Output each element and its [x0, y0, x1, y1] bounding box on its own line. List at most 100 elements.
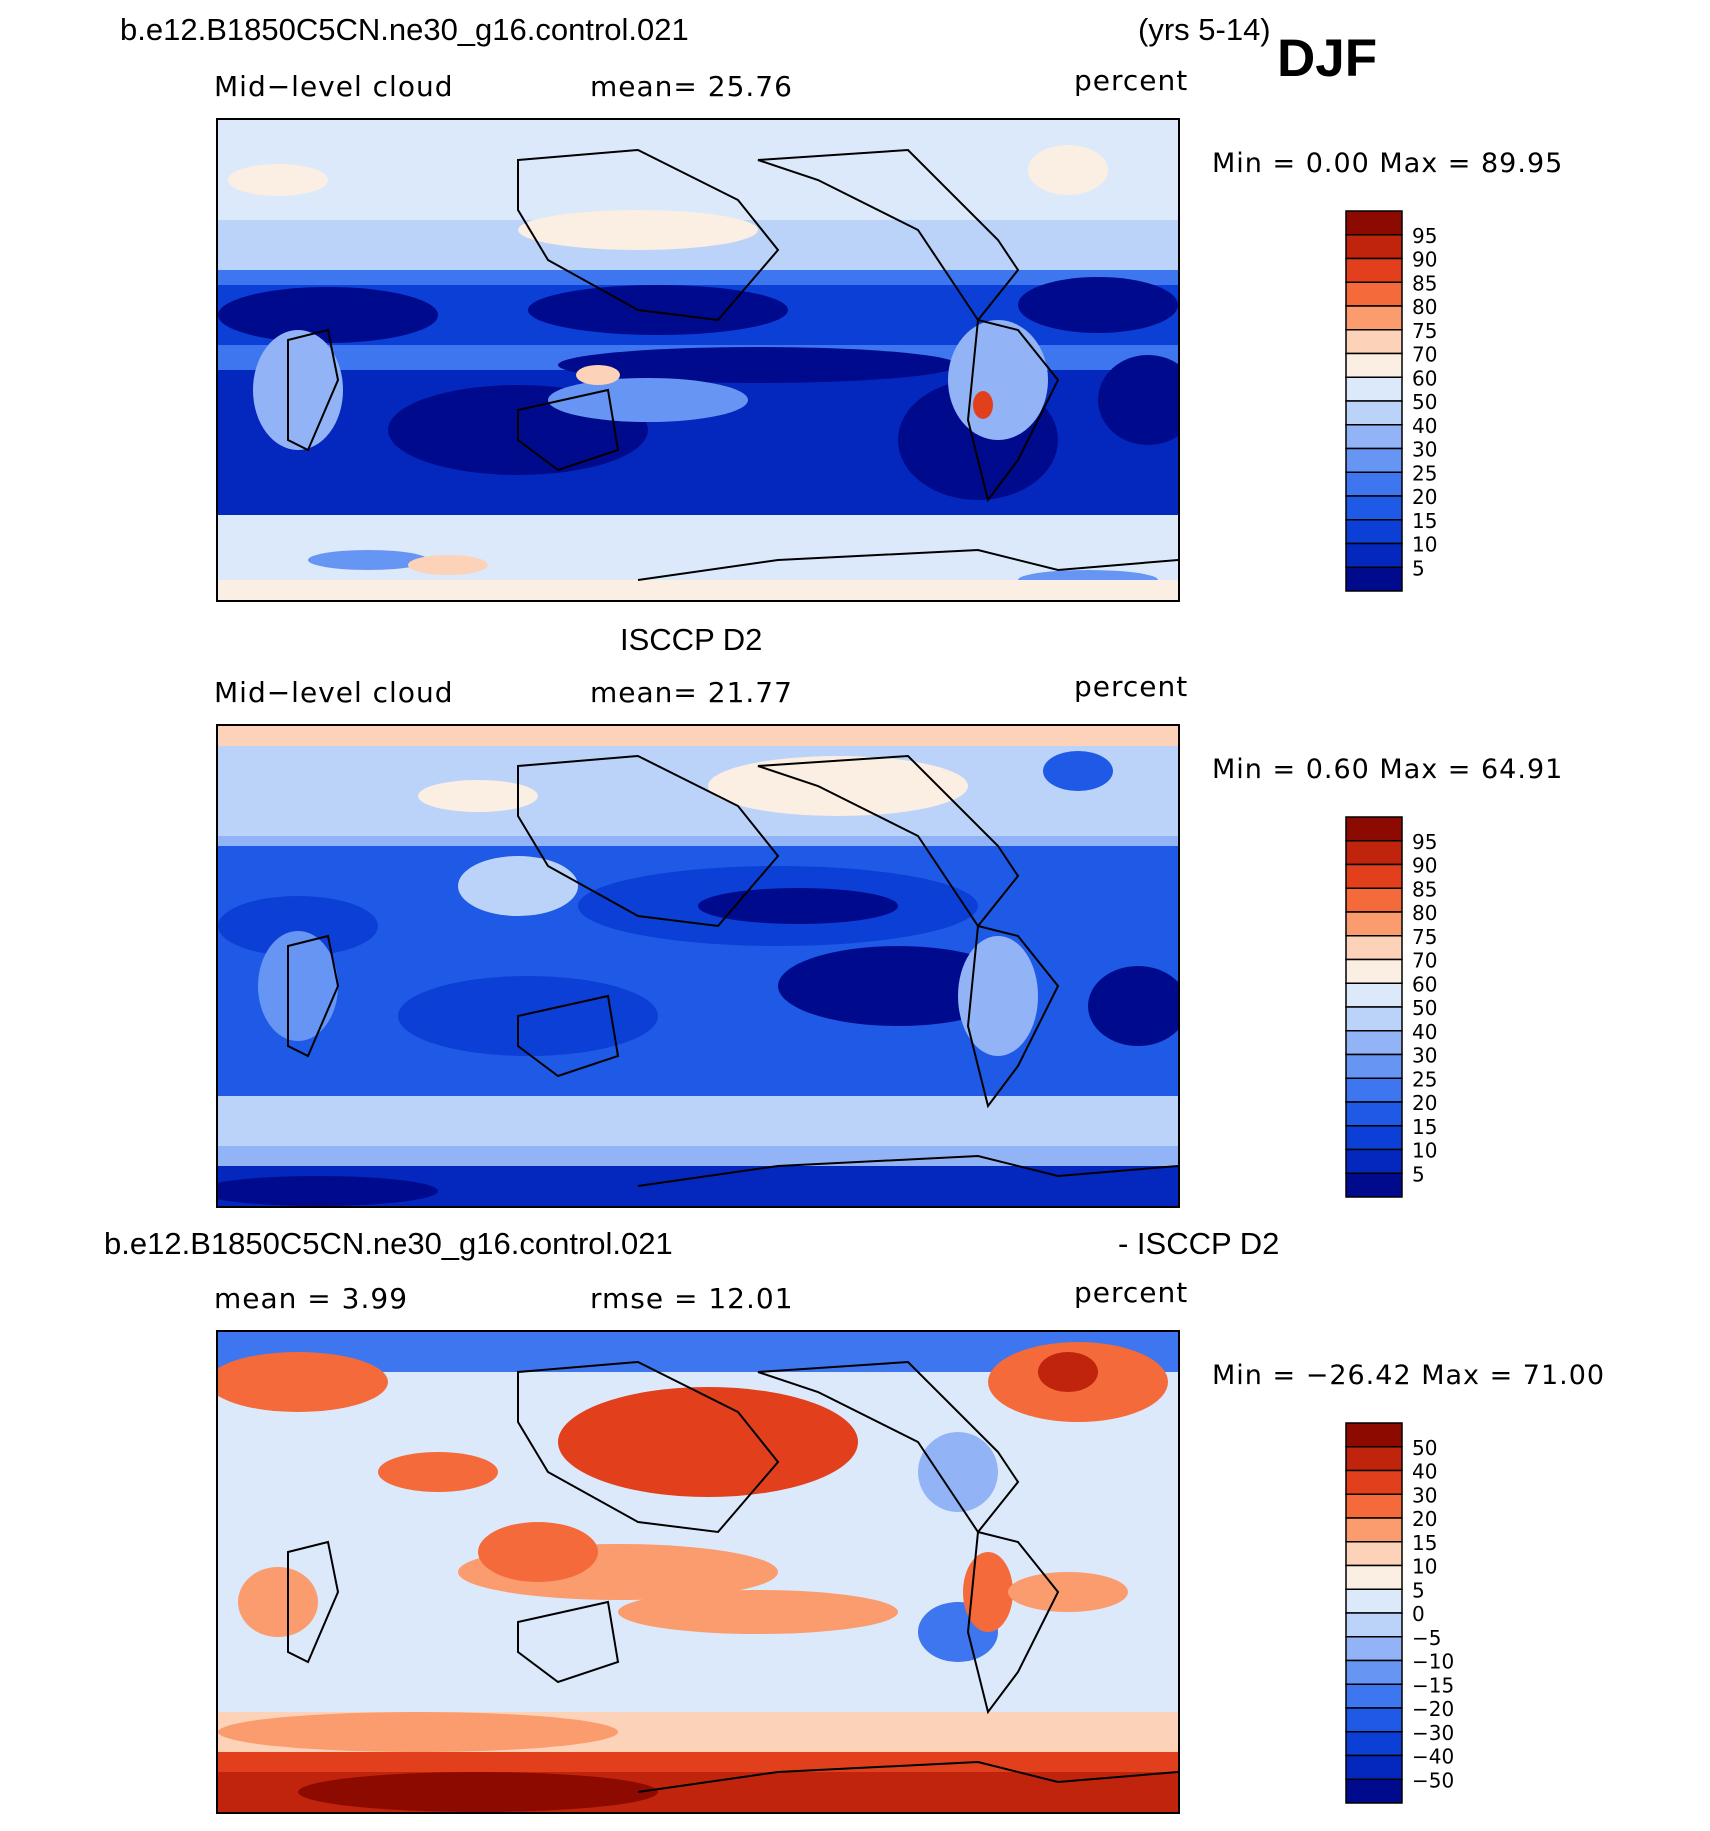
- colorbar-swatch: [1345, 519, 1403, 545]
- colorbar-swatch: [1345, 1778, 1403, 1804]
- colorbar-swatch: [1345, 1612, 1403, 1638]
- years-label: (yrs 5-14): [1138, 12, 1271, 47]
- colorbar-swatch: [1345, 1636, 1403, 1662]
- colorbar-tick-label: −10: [1412, 1650, 1454, 1674]
- colorbar-swatch: [1345, 234, 1403, 260]
- colorbar-swatch: [1345, 911, 1403, 937]
- colorbar-tick-label: 85: [1412, 877, 1437, 901]
- colorbar-tick-label: 30: [1412, 1483, 1437, 1507]
- colorbar-tick-label: 60: [1412, 366, 1437, 390]
- season-label: DJF: [1277, 29, 1378, 88]
- colorbar-tick-label: 5: [1412, 1162, 1425, 1186]
- colorbar-swatch: [1345, 1125, 1403, 1151]
- colorbar-tick-label: 95: [1412, 224, 1437, 248]
- colorbar-swatch: [1345, 376, 1403, 402]
- colorbar-tick-label: 80: [1412, 295, 1437, 319]
- colorbar-tick-label: 15: [1412, 1531, 1437, 1555]
- panel3-map-field: [218, 1332, 1178, 1812]
- colorbar-swatch: [1345, 1006, 1403, 1032]
- colorbar-tick-label: 75: [1412, 319, 1437, 343]
- colorbar-tick-label: 75: [1412, 925, 1437, 949]
- panel2-minmax: Min = 0.60 Max = 64.91: [1212, 754, 1564, 785]
- colorbar-swatch: [1345, 1564, 1403, 1590]
- colorbar-tick-label: 25: [1412, 461, 1437, 485]
- colorbar-swatch: [1345, 471, 1403, 497]
- colorbar-tick-label: −30: [1412, 1721, 1454, 1745]
- colorbar-swatch: [1345, 958, 1403, 984]
- colorbar-swatch: [1345, 1148, 1403, 1174]
- panel2-map-field: [218, 726, 1178, 1206]
- colorbar-swatch: [1345, 1731, 1403, 1757]
- panel3-rmse-label: rmse = 12.01: [590, 1282, 794, 1315]
- colorbar-tick-label: 20: [1412, 1507, 1437, 1531]
- colorbar-swatch: [1345, 1030, 1403, 1056]
- colorbar-swatch: [1345, 352, 1403, 378]
- panel2-mean-label: mean= 21.77: [590, 676, 793, 709]
- colorbar-tick-label: 95: [1412, 830, 1437, 854]
- colorbar-tick-label: 0: [1412, 1602, 1425, 1626]
- colorbar-swatch: [1345, 1077, 1403, 1103]
- colorbar-swatch: [1345, 1422, 1403, 1448]
- panel2-map: [216, 724, 1180, 1208]
- colorbar-tick-label: −40: [1412, 1745, 1454, 1769]
- colorbar-swatch: [1345, 424, 1403, 450]
- colorbar-tick-label: 40: [1412, 1020, 1437, 1044]
- colorbar-swatch: [1345, 982, 1403, 1008]
- panel2-colorbar: 95 90 85 80 75 70 60 50 40 30 25 20 15 10 5: [1345, 816, 1466, 1198]
- colorbar-swatch: [1345, 1446, 1403, 1472]
- colorbar-tick-label: 90: [1412, 854, 1437, 878]
- panel2-units-label: percent: [1074, 670, 1189, 703]
- colorbar-swatch: [1345, 887, 1403, 913]
- panel1-colorbar: 95 90 85 80 75 70 60 50 40 30 25 20 15 10 5: [1345, 210, 1466, 592]
- colorbar-swatch: [1345, 495, 1403, 521]
- colorbar-swatch: [1345, 816, 1403, 842]
- colorbar-swatch: [1345, 840, 1403, 866]
- colorbar-swatch: [1345, 1659, 1403, 1685]
- colorbar-swatch: [1345, 863, 1403, 889]
- colorbar-swatch: [1345, 281, 1403, 307]
- colorbar-tick-label: 20: [1412, 485, 1437, 509]
- colorbar-tick-label: 5: [1412, 1578, 1425, 1602]
- colorbar-tick-label: 30: [1412, 1044, 1437, 1068]
- colorbar-tick-label: 60: [1412, 972, 1437, 996]
- colorbar-tick-label: −20: [1412, 1697, 1454, 1721]
- panel1-mean-label: mean= 25.76: [590, 70, 793, 103]
- colorbar-swatch: [1345, 1517, 1403, 1543]
- colorbar-swatch: [1345, 400, 1403, 426]
- colorbar-swatch: [1345, 542, 1403, 568]
- colorbar-tick-label: 30: [1412, 438, 1437, 462]
- panel2-title: ISCCP D2: [620, 622, 763, 657]
- panel2-variable-label: Mid−level cloud: [214, 676, 454, 709]
- panel3-units-label: percent: [1074, 1276, 1189, 1309]
- panel1-minmax: Min = 0.00 Max = 89.95: [1212, 148, 1564, 179]
- panel1-map: [216, 118, 1180, 602]
- colorbar-swatch: [1345, 305, 1403, 331]
- case-title: b.e12.B1850C5CN.ne30_g16.control.021: [120, 12, 689, 47]
- colorbar-tick-label: 10: [1412, 1139, 1437, 1163]
- colorbar-swatch: [1345, 566, 1403, 592]
- colorbar-tick-label: 15: [1412, 509, 1437, 533]
- colorbar-tick-label: 80: [1412, 901, 1437, 925]
- colorbar-swatch: [1345, 1707, 1403, 1733]
- panel3-colorbar: 50 40 30 20 15 10 5 0 −5 −10 −15 −20 −30 −40 −50: [1345, 1422, 1466, 1804]
- colorbar-swatch: [1345, 1683, 1403, 1709]
- colorbar-tick-label: 50: [1412, 390, 1437, 414]
- colorbar-tick-label: −50: [1412, 1768, 1454, 1792]
- colorbar-swatch: [1345, 1493, 1403, 1519]
- panel3-map: [216, 1330, 1180, 1814]
- colorbar-tick-label: 40: [1412, 414, 1437, 438]
- colorbar-swatch: [1345, 329, 1403, 355]
- colorbar-tick-label: 85: [1412, 271, 1437, 295]
- colorbar-tick-label: 50: [1412, 1436, 1437, 1460]
- colorbar-swatch: [1345, 447, 1403, 473]
- colorbar-swatch: [1345, 1469, 1403, 1495]
- colorbar-tick-label: 40: [1412, 1460, 1437, 1484]
- panel1-variable-label: Mid−level cloud: [214, 70, 454, 103]
- panel3-title-left: b.e12.B1850C5CN.ne30_g16.control.021: [104, 1226, 673, 1261]
- colorbar-tick-label: 90: [1412, 248, 1437, 272]
- colorbar-swatch: [1345, 257, 1403, 283]
- colorbar-tick-label: 10: [1412, 1555, 1437, 1579]
